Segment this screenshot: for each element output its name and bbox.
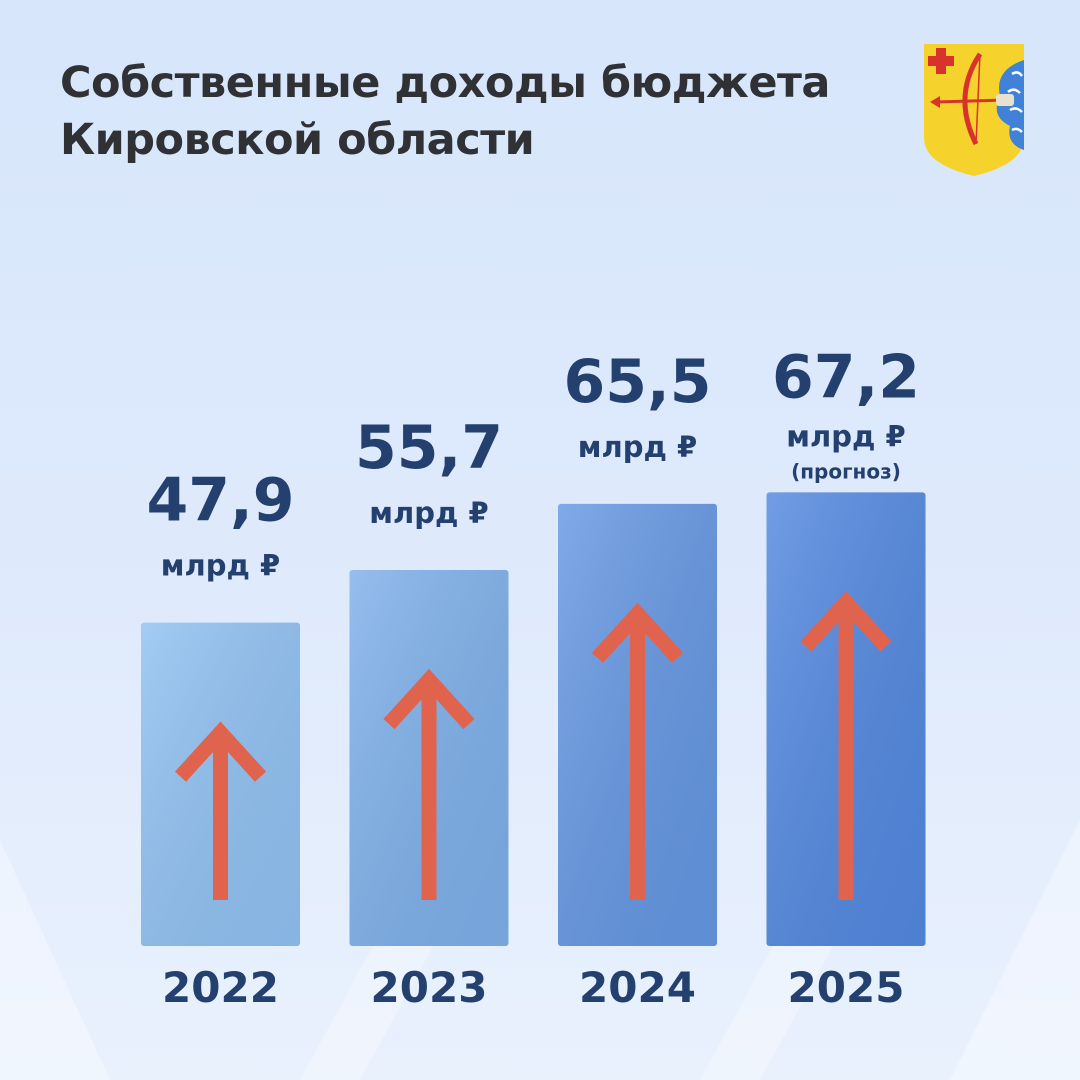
page-title-line-2: Кировской области: [60, 115, 535, 165]
value-label-2023: 55,7: [355, 413, 503, 483]
x-tick-label-2025: 2025: [788, 963, 905, 1012]
value-label-2022: 47,9: [146, 466, 294, 536]
value-label-2025: 67,2: [772, 342, 920, 412]
page-title: Собственные доходы бюджета Кировской обл…: [60, 55, 830, 169]
unit-label-2024: млрд ₽: [578, 430, 697, 464]
arrow-head-2025: [800, 591, 892, 652]
arrow-head-2022: [174, 721, 267, 782]
x-tick-label-2023: 2023: [371, 963, 488, 1012]
page-title-line-1: Собственные доходы бюджета: [60, 58, 830, 108]
unit-label-2023: млрд ₽: [369, 496, 488, 530]
unit-label-2025: млрд ₽: [786, 419, 905, 453]
x-tick-label-2024: 2024: [579, 963, 696, 1012]
arrow-head-2024: [591, 602, 684, 663]
arrow-head-2023: [383, 668, 475, 730]
unit-label-2022: млрд ₽: [161, 549, 280, 583]
x-tick-label-2022: 2022: [162, 963, 279, 1012]
note-label-2025: (прогноз): [791, 459, 901, 483]
value-label-2024: 65,5: [563, 347, 711, 417]
kirov-region-coat-of-arms-icon: [924, 44, 1024, 176]
